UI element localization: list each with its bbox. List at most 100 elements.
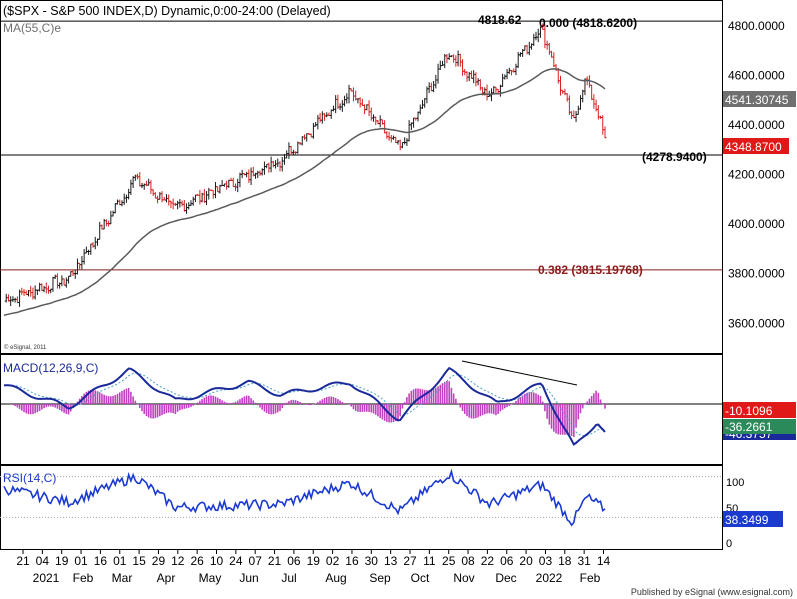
publisher-footer: Published by eSignal (www.esignal.com) (630, 587, 793, 597)
price-bar (149, 180, 153, 194)
price-bar (180, 200, 184, 207)
price-bar (532, 33, 536, 46)
x-month-label: 2021 (33, 571, 60, 585)
x-month-label: Nov (453, 571, 474, 585)
price-bar (383, 120, 387, 134)
price-bar (400, 142, 404, 149)
price-bar (236, 178, 240, 193)
price-panel-frame (0, 0, 723, 354)
price-bar (334, 95, 338, 114)
price-bar (87, 249, 91, 255)
chart-title: ($SPX - S&P 500 INDEX,D) Dynamic,0:00-24… (3, 4, 331, 18)
price-bar (42, 285, 46, 293)
price-bar (512, 68, 516, 73)
x-day-label: 07 (249, 554, 263, 568)
price-bar (469, 70, 473, 79)
x-day-label: 13 (384, 554, 398, 568)
price-bar (320, 111, 324, 124)
x-day-label: 11 (423, 554, 436, 568)
x-month-label: Oct (411, 571, 430, 585)
rsi-value-tag (723, 511, 783, 527)
price-bar (516, 51, 520, 68)
price-bar (547, 42, 551, 55)
x-axis: 21 04 19 01 16 01 15 29 12 26 10 24 07 21 06 19 02 16 30 13… (16, 550, 610, 585)
price-tick-label: 4200.0000 (728, 168, 785, 182)
price-bar (316, 114, 320, 130)
x-month-label: May (199, 571, 222, 585)
price-bar (9, 296, 13, 307)
price-bar (412, 117, 416, 128)
price-bar (429, 82, 433, 92)
price-bar (38, 282, 42, 292)
price-bar (178, 199, 182, 208)
x-day-label: 14 (597, 554, 611, 568)
price-bar (285, 150, 289, 159)
price-bar (104, 219, 108, 227)
fib-0-label: 0.000 (4818.6200) (539, 16, 637, 30)
price-bar (501, 73, 505, 87)
last-price-tag (723, 138, 789, 154)
x-day-label: 31 (577, 554, 591, 568)
price-bar (340, 100, 344, 112)
price-bar (452, 54, 456, 63)
price-bar (303, 134, 306, 140)
price-bar (360, 98, 364, 106)
price-bar (418, 104, 422, 115)
price-bar (372, 114, 376, 122)
x-month-label: Dec (495, 571, 516, 585)
price-bar (323, 113, 327, 121)
price-bar (367, 100, 371, 117)
price-bar (351, 87, 355, 102)
price-bar (129, 179, 133, 196)
price-bar (385, 131, 389, 139)
price-bar (358, 97, 362, 108)
rsi-tick-0: 0 (726, 538, 732, 550)
price-bar (369, 107, 373, 121)
price-bar (75, 258, 79, 275)
price-bar (329, 109, 333, 119)
price-bar (120, 200, 124, 207)
macd-signal-tag (723, 419, 796, 434)
watermark: © eSignal, 2011 (4, 344, 47, 351)
price-tick-label: 4600.0000 (728, 68, 785, 82)
price-annotation-lines (0, 20, 722, 271)
rsi-panel-frame (0, 465, 723, 550)
price-bar (176, 200, 180, 210)
price-bar (403, 137, 407, 145)
price-bar (476, 78, 480, 86)
price-bar (47, 285, 51, 294)
price-bar (318, 113, 322, 123)
x-month-label: Feb (73, 571, 94, 585)
price-bar (305, 133, 309, 142)
price-bar (347, 84, 351, 104)
price-bar (116, 199, 120, 205)
x-day-label: 04 (36, 554, 50, 568)
x-month-label: 2022 (536, 571, 563, 585)
price-bar (127, 188, 131, 200)
price-bar (527, 41, 531, 56)
price-bar (398, 139, 402, 151)
price-bar (454, 55, 458, 67)
price-bar (160, 191, 164, 203)
price-bar (558, 75, 562, 96)
x-month-label: Apr (157, 571, 176, 585)
price-bar (40, 283, 44, 291)
price-bar (474, 72, 478, 87)
rsi-value-text: 38.3499 (725, 513, 769, 527)
price-bar (151, 189, 155, 196)
x-day-label: 27 (403, 554, 417, 568)
x-day-label: 18 (558, 554, 572, 568)
price-bar (122, 193, 126, 206)
price-bar (138, 172, 142, 187)
price-tick-label: 3600.0000 (728, 316, 785, 330)
price-bar (514, 63, 518, 76)
x-month-label: Jun (239, 571, 258, 585)
ma-55-line (3, 68, 606, 317)
price-bar (472, 70, 476, 84)
price-bar (434, 74, 438, 89)
price-bar (258, 170, 262, 176)
price-bar (67, 275, 71, 284)
x-day-label: 16 (345, 554, 359, 568)
macd-panel-frame (0, 354, 723, 465)
x-day-label: 21 (16, 554, 30, 568)
